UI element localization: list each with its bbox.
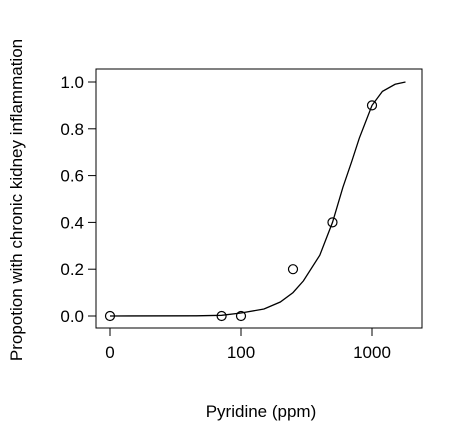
y-tick-label: 0.4 [60,213,84,232]
y-axis: 0.0 0.2 0.4 0.6 0.8 1.0 [60,73,96,326]
y-tick-label: 0.2 [60,260,84,279]
data-point [216,310,227,322]
x-axis-label: Pyridine (ppm) [206,402,317,421]
x-tick-label: 0 [105,343,114,362]
data-point [327,217,338,228]
data-point [104,310,116,322]
y-tick-label: 0.0 [60,307,84,326]
data-points-layer [104,100,378,322]
y-tick-label: 1.0 [60,73,84,92]
x-axis: 0 100 1000 [105,328,391,362]
data-point [366,100,378,111]
y-tick-label: 0.6 [60,167,84,186]
y-tick-label: 0.8 [60,120,84,139]
plot-frame [95,68,423,329]
fitted-curve-layer [109,81,406,317]
data-point [235,310,247,322]
x-tick-label: 1000 [353,343,391,362]
data-point [287,264,299,275]
y-axis-label: Propotion with chronic kidney inflammati… [7,39,26,361]
x-tick-label: 100 [227,343,255,362]
fitted-curve-line [109,81,406,317]
